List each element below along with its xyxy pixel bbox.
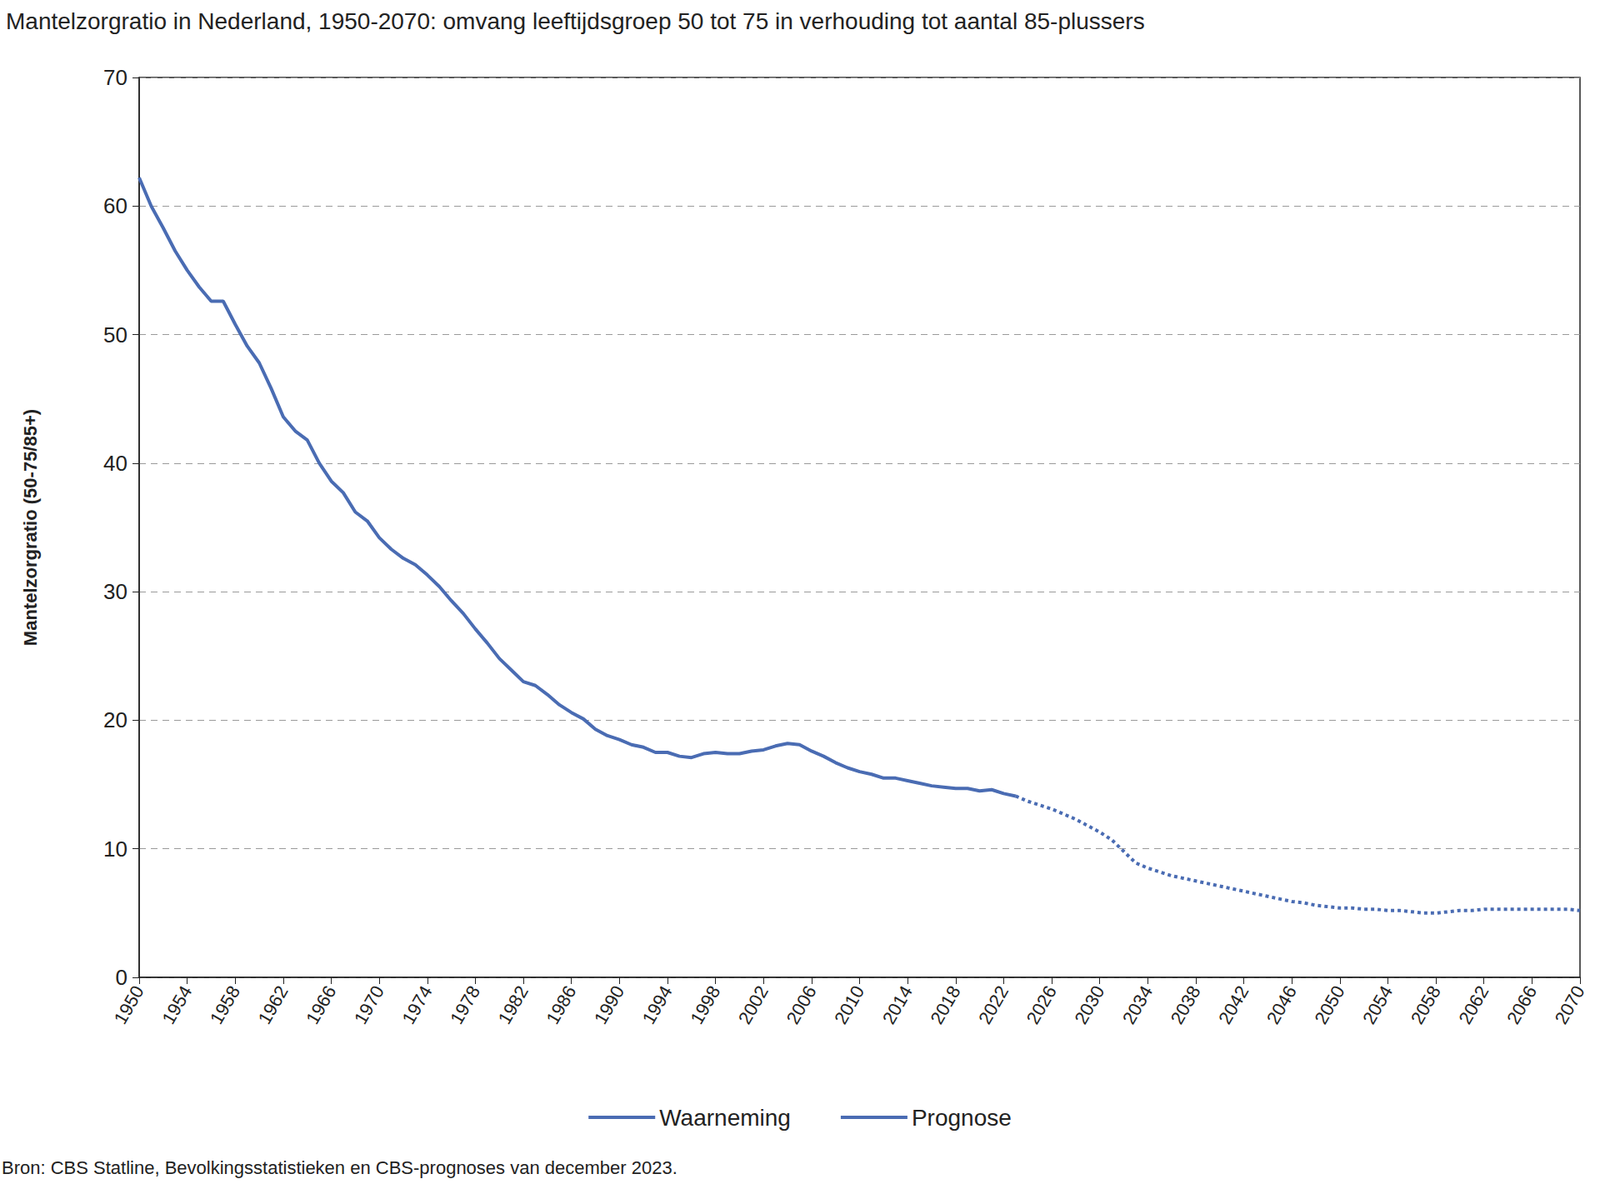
svg-text:1994: 1994 (638, 982, 677, 1029)
svg-text:2006: 2006 (782, 982, 821, 1029)
svg-text:60: 60 (103, 193, 128, 219)
svg-text:2062: 2062 (1454, 982, 1493, 1029)
svg-text:2050: 2050 (1310, 982, 1350, 1029)
svg-text:2070: 2070 (1550, 982, 1590, 1029)
svg-text:2058: 2058 (1406, 982, 1445, 1029)
svg-text:1958: 1958 (205, 982, 245, 1029)
svg-text:2046: 2046 (1262, 982, 1301, 1029)
svg-text:1962: 1962 (254, 982, 293, 1029)
svg-text:1986: 1986 (541, 982, 580, 1029)
svg-text:1950: 1950 (110, 982, 149, 1029)
svg-text:2034: 2034 (1118, 982, 1157, 1029)
svg-text:Bron: CBS Statline, Bevolkings: Bron: CBS Statline, Bevolkingsstatistiek… (1, 1157, 678, 1179)
svg-text:40: 40 (103, 450, 128, 476)
svg-text:Mantelzorgratio in Nederland,: Mantelzorgratio in Nederland, 1950-2070:… (5, 8, 1145, 35)
svg-text:1978: 1978 (445, 982, 485, 1029)
svg-text:2054: 2054 (1358, 982, 1397, 1029)
svg-text:Mantelzorgratio (50-75/85+): Mantelzorgratio (50-75/85+) (20, 409, 41, 646)
svg-text:2042: 2042 (1214, 982, 1253, 1029)
svg-text:50: 50 (103, 322, 128, 348)
svg-text:1954: 1954 (157, 982, 196, 1029)
svg-text:1966: 1966 (301, 982, 340, 1029)
svg-text:2022: 2022 (974, 982, 1013, 1029)
svg-text:1974: 1974 (398, 982, 437, 1029)
svg-text:2066: 2066 (1502, 982, 1541, 1029)
svg-text:1998: 1998 (685, 982, 725, 1029)
svg-text:2014: 2014 (878, 982, 917, 1029)
svg-text:10: 10 (103, 836, 128, 862)
svg-text:20: 20 (103, 707, 128, 733)
svg-text:2030: 2030 (1070, 982, 1109, 1029)
svg-text:2010: 2010 (830, 982, 869, 1029)
svg-text:1970: 1970 (350, 982, 389, 1029)
svg-text:0: 0 (115, 965, 128, 990)
svg-text:2026: 2026 (1022, 982, 1061, 1029)
svg-text:Waarneming: Waarneming (659, 1105, 791, 1131)
svg-text:1990: 1990 (590, 982, 629, 1029)
svg-text:2018: 2018 (925, 982, 965, 1029)
svg-text:70: 70 (103, 65, 128, 90)
svg-text:1982: 1982 (494, 982, 533, 1029)
svg-text:30: 30 (103, 579, 128, 605)
svg-text:Prognose: Prognose (911, 1105, 1012, 1131)
svg-text:2038: 2038 (1166, 982, 1205, 1029)
svg-text:2002: 2002 (734, 982, 773, 1029)
